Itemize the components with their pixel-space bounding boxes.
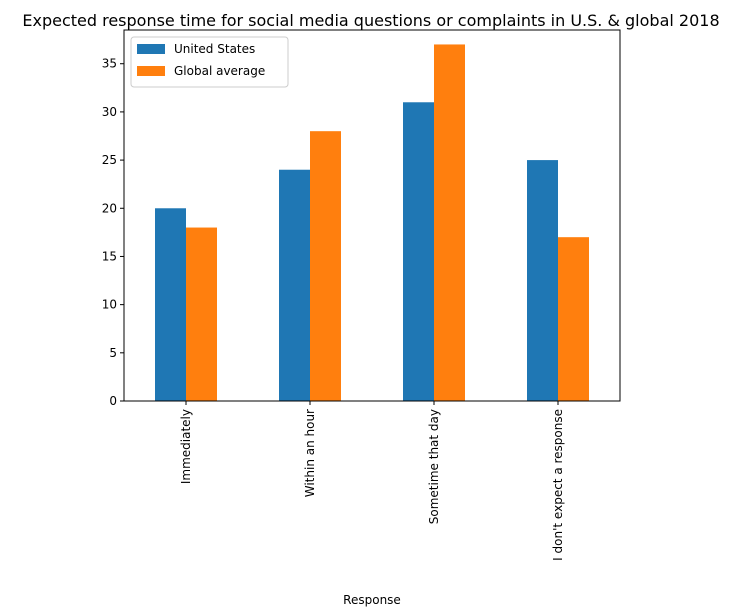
legend-label-united-states: United States [174, 42, 255, 56]
y-tick-label: 15 [102, 249, 117, 263]
x-tick-label: Immediately [179, 409, 193, 484]
bar-united-states-sometime-that-day [403, 102, 434, 401]
legend: United States Global average [130, 36, 289, 88]
legend-box [130, 36, 289, 88]
y-tick-label: 25 [102, 153, 117, 167]
bar-united-states-i-don-t-expect-a-response [527, 160, 558, 401]
x-axis: Immediately Within an hour Sometime that d… [179, 401, 565, 561]
legend-swatch-global-average [137, 66, 165, 76]
y-tick-label: 35 [102, 57, 117, 71]
plot-frame [123, 29, 621, 402]
bar-global-average-immediately [186, 227, 217, 401]
legend-swatch-united-states [137, 44, 165, 54]
x-axis-label: Response [343, 593, 401, 607]
y-axis: 0 5 10 15 20 25 30 35 [102, 57, 124, 408]
bar-united-states-within-an-hour [279, 169, 310, 401]
y-tick-label: 30 [102, 105, 117, 119]
y-tick-label: 0 [109, 394, 117, 408]
y-tick-label: 5 [109, 346, 117, 360]
bar-global-average-i-don-t-expect-a-response [558, 237, 589, 401]
x-tick-label: Sometime that day [427, 409, 441, 524]
plot-bars [155, 44, 589, 402]
chart-title: Expected response time for social media … [22, 11, 719, 30]
y-tick-label: 20 [102, 201, 117, 215]
bar-united-states-immediately [155, 208, 186, 401]
bar-global-average-within-an-hour [310, 131, 341, 401]
bar-global-average-sometime-that-day [434, 44, 465, 402]
x-tick-label: Within an hour [303, 409, 317, 497]
x-tick-label: I don't expect a response [551, 409, 565, 561]
y-tick-label: 10 [102, 298, 117, 312]
legend-label-global-average: Global average [174, 64, 265, 78]
